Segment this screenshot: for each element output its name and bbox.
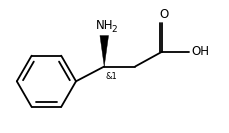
Text: O: O [159, 8, 168, 21]
Text: &1: &1 [105, 72, 117, 81]
Text: OH: OH [191, 45, 209, 58]
Text: 2: 2 [111, 25, 117, 34]
Text: NH: NH [95, 19, 112, 32]
Polygon shape [100, 36, 108, 66]
